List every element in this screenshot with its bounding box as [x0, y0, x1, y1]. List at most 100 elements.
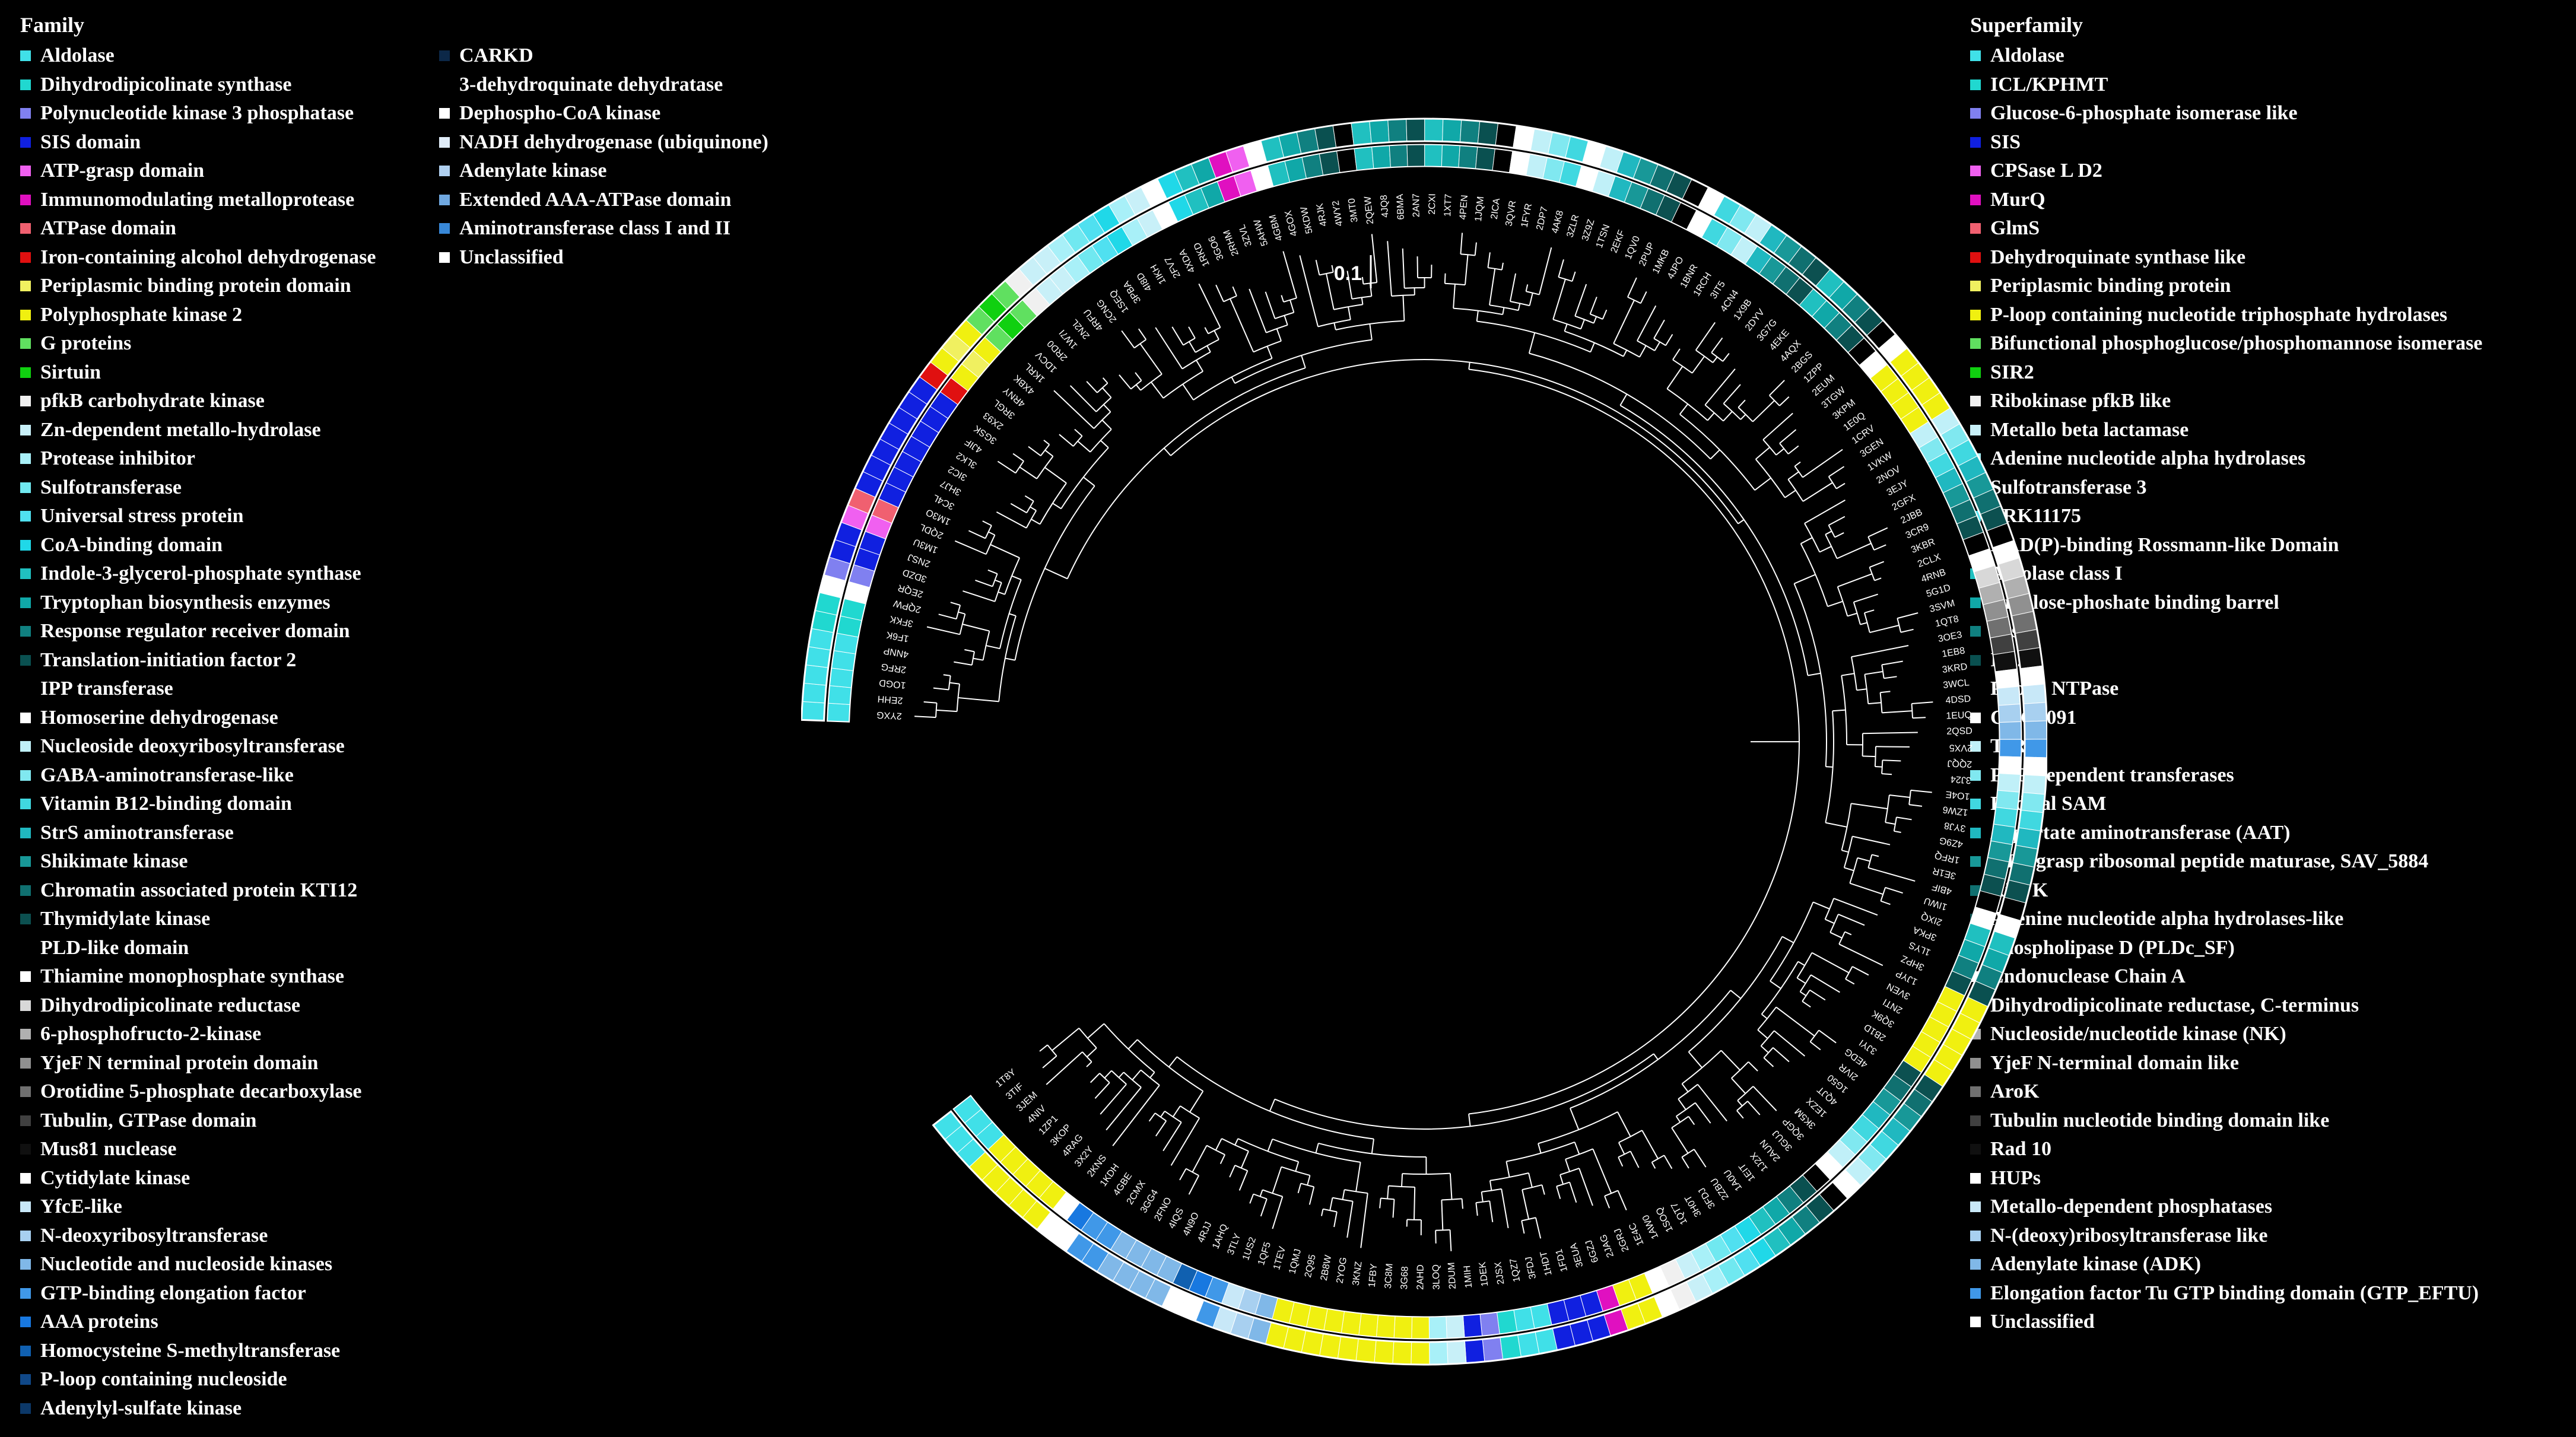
branch: [1528, 332, 1536, 354]
branch: [1402, 295, 1405, 321]
legend-item: Tryptophan biosynthesis enzymes: [20, 589, 376, 618]
branch: [1369, 323, 1373, 340]
branch: [1538, 1143, 1542, 1153]
branch: [1613, 300, 1635, 344]
branch: [1882, 710, 1913, 714]
legend-swatch: [1970, 1057, 1981, 1069]
leaf-label: 2YXG: [876, 710, 902, 721]
family-block: [1358, 1313, 1378, 1337]
legend-swatch: [20, 223, 31, 234]
branch: [1738, 519, 1745, 524]
leaf-label: 1QV0: [1624, 234, 1643, 260]
legend-label: ATP-grasp ribosomal peptide maturase, SA…: [1990, 850, 2429, 873]
branch: [1315, 259, 1320, 275]
leaf-label: 4RNB: [1920, 567, 1947, 584]
leaf-label: 3TLY: [1226, 1232, 1243, 1256]
branch: [1736, 1110, 1744, 1119]
family-block: [1497, 1309, 1518, 1334]
branch: [1176, 1056, 1374, 1140]
branch: [1044, 466, 1067, 484]
branch: [1630, 1150, 1640, 1168]
branch: [1265, 291, 1276, 319]
superfamily-block: [1332, 122, 1354, 148]
branch: [1238, 1170, 1249, 1191]
branch: [1223, 295, 1237, 303]
legend-item: Tubulin, GTPase domain: [20, 1107, 376, 1136]
legend-item: Homoserine dehydrogenase: [20, 704, 376, 733]
legend-label: Nucleoside deoxyribosyltransferase: [40, 735, 345, 758]
superfamily-block: [2022, 774, 2047, 795]
branch: [1889, 794, 1910, 798]
legend-item: HUPs: [1970, 1164, 2482, 1193]
branch: [1678, 1098, 1686, 1110]
branch: [1781, 936, 1794, 943]
legend-item: Glucose-6-phosphate isomerase like: [1970, 99, 2482, 128]
branch: [1797, 961, 1805, 967]
branch: [1468, 368, 1800, 1115]
branch: [1704, 404, 1724, 422]
family-block: [1458, 145, 1478, 169]
branch: [1828, 476, 1837, 489]
legend-label: AAA proteins: [40, 1311, 158, 1333]
branch: [1219, 1154, 1225, 1164]
legend-label: P-loop containing nucleoside: [40, 1368, 287, 1391]
legend-item: NADH dehydrogenase (ubiquinone): [439, 128, 768, 157]
branch: [1911, 701, 1933, 704]
branch: [1215, 284, 1224, 302]
branch: [1825, 530, 1832, 535]
leaf-label: 4JIF: [963, 436, 984, 454]
branch: [1042, 1055, 1057, 1069]
branch: [1843, 836, 1853, 868]
branch: [1569, 1108, 1580, 1130]
legend-label: Iron-containing alcohol dehydrogenase: [40, 246, 376, 268]
branch: [1834, 532, 1844, 538]
superfamily-block: [1446, 1340, 1467, 1365]
superfamily-block: [1351, 120, 1372, 146]
leaf-label: 1MIH: [1462, 1265, 1474, 1289]
legend-swatch: [20, 1287, 31, 1299]
legend-item: Ribokinase pfkB like: [1970, 387, 2482, 416]
branch: [1229, 1165, 1236, 1178]
branch: [1127, 1039, 1138, 1050]
branch: [1730, 990, 1742, 999]
branch: [1570, 990, 1732, 1109]
branch: [1232, 286, 1237, 297]
branch: [1335, 320, 1405, 330]
leaf-label: 1FD1: [1554, 1248, 1570, 1273]
branch: [1864, 670, 1883, 675]
family-block: [1479, 1312, 1500, 1336]
branch: [986, 645, 1000, 650]
legend-label: YjeF N-terminal domain like: [1990, 1051, 2239, 1074]
branch: [1077, 440, 1091, 453]
legend-label: Homocysteine S-methyltransferase: [40, 1339, 341, 1362]
legend-swatch: [1970, 770, 1981, 781]
legend-swatch: [1970, 856, 1981, 867]
superfamily-block: [2020, 792, 2045, 813]
branch: [1880, 887, 1886, 902]
branch: [1637, 305, 1657, 341]
legend-swatch: [20, 568, 31, 580]
legend-swatch: [1970, 827, 1981, 838]
leaf-label: 4RJJ: [1196, 1220, 1214, 1244]
branch: [1333, 322, 1336, 330]
legend-item: Tubulin nucleotide binding domain like: [1970, 1107, 2482, 1136]
branch: [1132, 1069, 1142, 1080]
branch: [1453, 284, 1456, 309]
branch: [1737, 1086, 1754, 1101]
branch: [1059, 434, 1074, 447]
legend-item: Unclassified: [1970, 1308, 2482, 1337]
superfamily-block: [1374, 1340, 1395, 1365]
leaf-label: 2CLX: [1916, 552, 1942, 570]
legend-label: SIS: [1990, 131, 2021, 153]
legend-swatch: [1970, 79, 1981, 90]
legend-label: CPSase L D2: [1990, 160, 2102, 182]
branch: [1838, 931, 1846, 945]
legend-swatch: [20, 338, 31, 349]
leaf-label: 4IQS: [1167, 1207, 1186, 1231]
branch: [1720, 1050, 1740, 1071]
legend-label: NADH dehydrogenase (ubiquinone): [459, 131, 768, 153]
branch: [1435, 1230, 1437, 1244]
branch: [914, 716, 936, 718]
legend-swatch: [1970, 252, 1981, 263]
branch: [1087, 1047, 1097, 1058]
